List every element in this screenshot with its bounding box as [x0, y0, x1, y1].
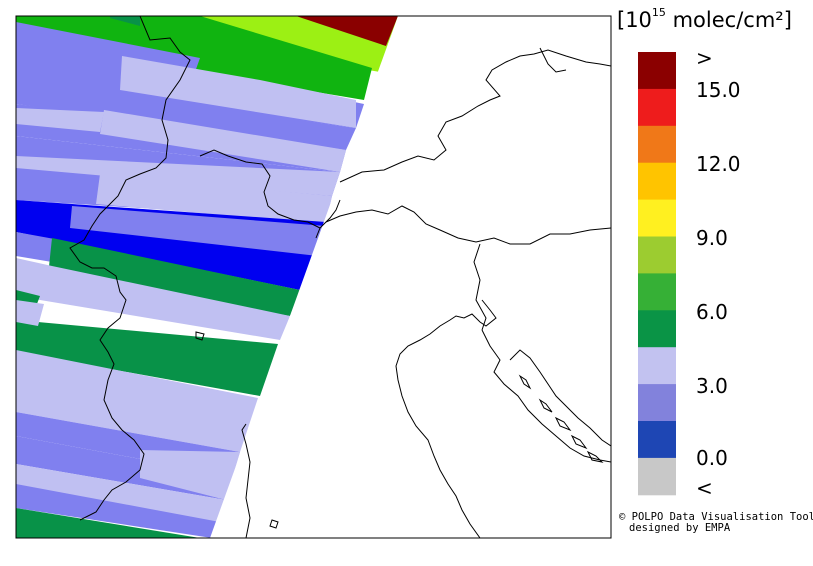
legend-color-bin	[638, 384, 676, 422]
legend-color-bin	[638, 125, 676, 164]
swath-pixel	[16, 384, 248, 452]
island	[570, 434, 588, 450]
coastline	[395, 299, 497, 538]
legend-color-bin	[638, 310, 676, 348]
unit-suffix: molec/cm²]	[665, 8, 792, 32]
legend-tick-label: <	[696, 476, 713, 500]
no-data-region	[210, 16, 611, 538]
swath-pixel	[16, 320, 278, 396]
island	[518, 374, 532, 390]
legend-color-bin	[638, 273, 676, 311]
island	[554, 416, 572, 432]
legend-tick-label: 3.0	[696, 374, 728, 398]
credit-line-1: © POLPO Data Visualisation Tool	[619, 512, 813, 523]
coastline	[481, 329, 611, 463]
coastline	[509, 349, 611, 447]
coastline	[241, 423, 251, 538]
swath-pixel	[140, 450, 240, 500]
island	[269, 519, 279, 529]
unit-exponent: 15	[651, 6, 666, 19]
border-line	[325, 205, 611, 245]
swath-pixel	[16, 258, 290, 340]
legend-tick-label: 9.0	[696, 226, 728, 250]
border-line	[339, 49, 611, 183]
swath-pixel	[16, 508, 200, 538]
island	[538, 398, 553, 413]
swath-pixel	[296, 16, 398, 46]
colour-legend	[638, 52, 676, 496]
legend-color-bin	[638, 88, 676, 127]
legend-tick-label: 12.0	[696, 152, 741, 176]
island	[195, 331, 205, 341]
swath-pixel	[48, 238, 300, 316]
swath-pixel	[110, 16, 140, 26]
legend-tick-label: 0.0	[696, 446, 728, 470]
swath-pixel	[100, 110, 346, 172]
border-line	[539, 47, 567, 73]
legend-color-bin	[638, 236, 676, 274]
swath-pixel	[16, 80, 356, 150]
legend-color-bin	[638, 162, 676, 201]
swath-pixel	[16, 156, 340, 196]
copyright-icon: ©	[619, 511, 626, 523]
swath-pixel	[96, 174, 332, 224]
legend-tick-label: >	[696, 46, 713, 70]
legend-tick-label: 6.0	[696, 300, 728, 324]
credit-tool-name: POLPO Data Visualisation Tool	[631, 511, 813, 523]
swath-pixel	[16, 484, 220, 538]
legend-unit-label: [1015 molec/cm²]	[617, 6, 792, 32]
credit-text: © POLPO Data Visualisation Tool designed…	[619, 512, 813, 534]
swath-pixel	[16, 300, 44, 326]
map-frame	[15, 15, 612, 539]
border-line	[319, 199, 341, 229]
legend-tick-label: 15.0	[696, 78, 741, 102]
swath-pixel	[120, 56, 356, 128]
legend-color-bin	[638, 347, 676, 385]
swath-pixel	[16, 464, 226, 522]
swath-pixel	[70, 206, 326, 256]
credit-line-2: designed by EMPA	[629, 522, 731, 534]
legend-color-bin	[638, 52, 676, 90]
legend-color-bin	[638, 457, 676, 496]
legend-color-bin	[638, 199, 676, 237]
legend-color-bin	[638, 421, 676, 459]
swath-pixel	[16, 232, 60, 262]
border-line	[199, 149, 321, 239]
border-line	[69, 16, 191, 521]
unit-prefix: [10	[617, 8, 652, 32]
satellite-swath	[16, 16, 611, 538]
island	[586, 450, 604, 463]
border-line	[473, 243, 487, 331]
swath-pixel	[16, 108, 104, 132]
coastlines-borders	[69, 16, 611, 538]
swath-pixel	[16, 350, 258, 428]
